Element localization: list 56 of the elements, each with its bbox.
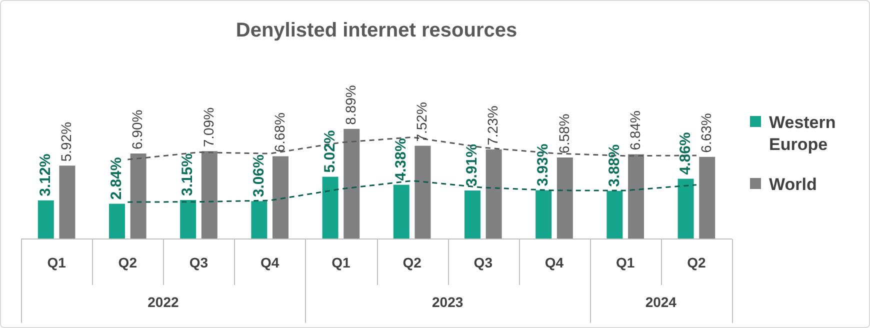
bar bbox=[251, 201, 268, 239]
data-label: 6.84% bbox=[626, 110, 643, 150]
x-tick-label: Q2 bbox=[118, 254, 138, 270]
data-label: 3.12% bbox=[37, 154, 54, 196]
x-tick-label: Q2 bbox=[402, 254, 422, 270]
bar bbox=[344, 128, 360, 239]
x-tick-label: Q4 bbox=[544, 254, 564, 270]
bar bbox=[414, 146, 431, 239]
data-label: 7.09% bbox=[200, 107, 216, 148]
legend-label: Western Europe bbox=[769, 112, 837, 156]
data-label: 8.89% bbox=[342, 85, 358, 125]
data-label: 3.88% bbox=[606, 144, 623, 187]
data-label: 6.58% bbox=[556, 114, 572, 154]
bar bbox=[556, 157, 573, 239]
chart-title: Denylisted internet resources bbox=[236, 20, 518, 42]
bar bbox=[59, 166, 76, 239]
data-label: 7.52% bbox=[414, 102, 430, 142]
data-label: 3.15% bbox=[179, 153, 196, 196]
bar bbox=[699, 156, 716, 239]
bar bbox=[606, 190, 623, 239]
bar bbox=[130, 153, 146, 239]
x-tick-label: Q3 bbox=[189, 254, 208, 270]
x-tick-label: Q1 bbox=[332, 254, 350, 270]
data-label: 6.90% bbox=[129, 110, 146, 150]
legend-label: World bbox=[769, 174, 818, 196]
data-label: 3.93% bbox=[534, 144, 552, 186]
x-tick-label: Q4 bbox=[260, 254, 280, 270]
x-tick-label: Q1 bbox=[47, 254, 66, 270]
data-label: 6.68% bbox=[271, 112, 288, 152]
x-tick-label: Q1 bbox=[616, 254, 635, 270]
x-tick-label: Q2 bbox=[687, 254, 706, 270]
text: 2023 bbox=[432, 294, 464, 310]
bar bbox=[536, 190, 552, 239]
data-label: 5.02% bbox=[321, 130, 338, 173]
data-label: 6.63% bbox=[698, 113, 714, 153]
bar bbox=[486, 149, 502, 239]
bar bbox=[678, 178, 694, 239]
data-label: 4.38% bbox=[392, 138, 410, 181]
bar bbox=[464, 190, 480, 239]
data-label: 3.06% bbox=[250, 154, 268, 198]
x-tick-label: Q3 bbox=[474, 254, 493, 270]
bar bbox=[322, 176, 338, 239]
data-label: 5.92% bbox=[58, 122, 74, 162]
text: 2024 bbox=[645, 294, 677, 310]
bar bbox=[38, 200, 54, 239]
data-label: 2.84% bbox=[108, 157, 126, 200]
data-label: 7.23% bbox=[484, 106, 501, 146]
bar bbox=[108, 204, 125, 239]
bar bbox=[201, 151, 218, 239]
data-label: 4.86% bbox=[676, 132, 694, 175]
text: 2022 bbox=[148, 294, 179, 310]
bar bbox=[272, 156, 289, 239]
bar bbox=[628, 154, 644, 239]
bar bbox=[393, 184, 410, 239]
data-label: 3.91% bbox=[464, 144, 481, 187]
bar bbox=[180, 200, 196, 239]
